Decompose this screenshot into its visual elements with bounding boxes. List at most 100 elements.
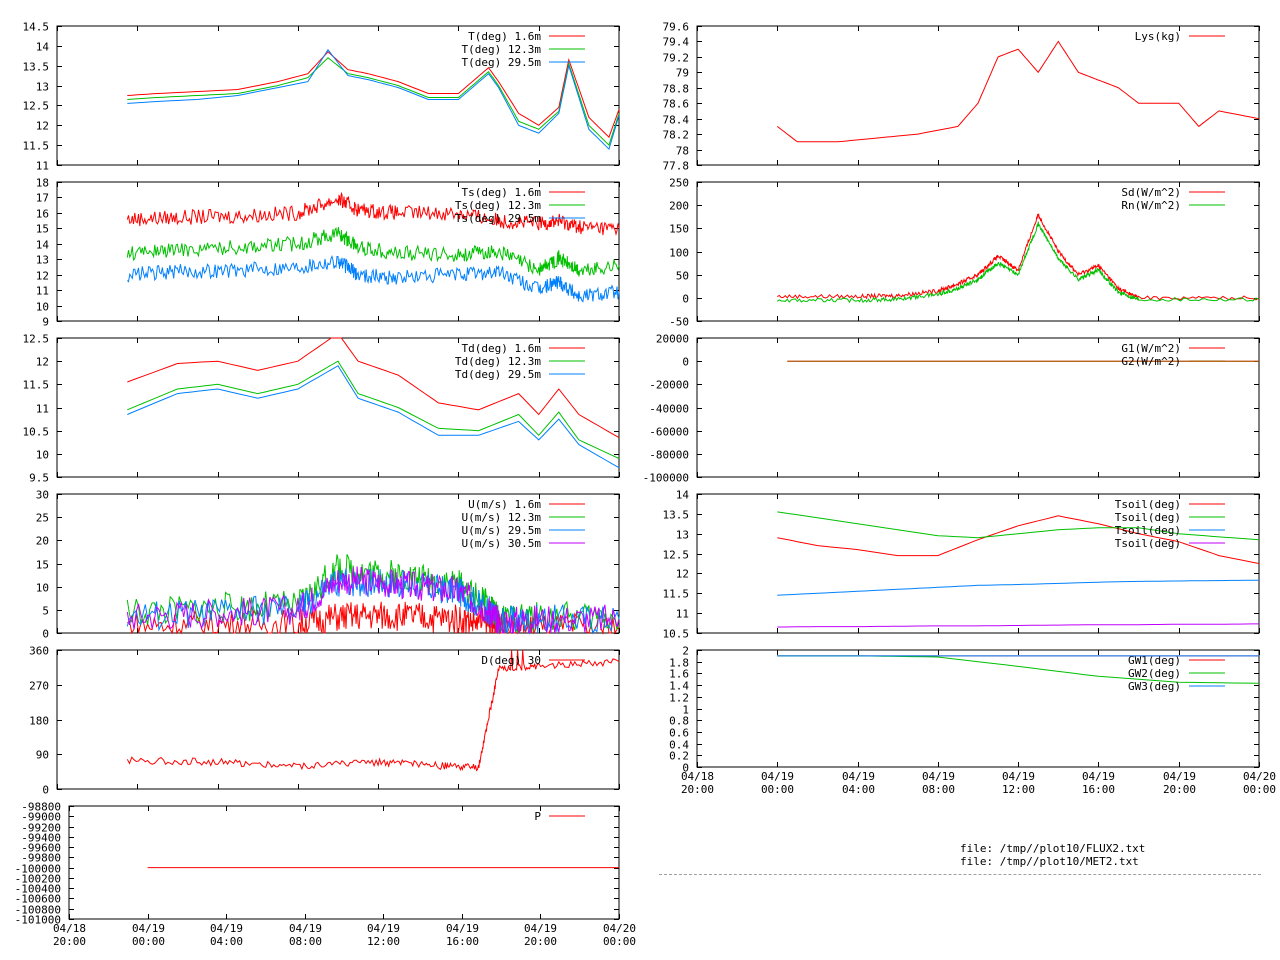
y-tick-label: 11: [36, 160, 49, 173]
x-tick-label: 12:00: [1002, 783, 1035, 796]
legend-label: Ts(deg) 1.6m: [462, 186, 542, 199]
y-tick-label: 0: [42, 628, 49, 641]
panel-tsoil: 10.51111.51212.51313.514Tsoil(deg)Tsoil(…: [663, 489, 1260, 641]
x-tick-label: 04/19: [761, 770, 794, 783]
series-line-tsoil-1: [777, 511, 1260, 541]
panel-p: -101000-100800-100600-100400-100200-1000…: [15, 801, 636, 949]
y-tick-label: 15: [36, 223, 49, 236]
legend-label: T(deg) 1.6m: [468, 30, 541, 43]
series-line-d-0: [126, 649, 620, 772]
x-tick-label: 04/19: [922, 770, 955, 783]
file-list: file: /tmp//plot10/FLUX2.txt file: /tmp//…: [960, 842, 1145, 868]
y-tick-label: 16: [36, 208, 49, 221]
series-line-tsoil-3: [777, 623, 1259, 628]
legend-label: P: [534, 810, 541, 823]
divider: [659, 874, 1261, 875]
series-line-ts-1: [126, 226, 620, 277]
series-line-td-2: [127, 365, 620, 469]
legend-label: G2(W/m^2): [1121, 355, 1181, 368]
series-line-td-1: [127, 360, 620, 459]
y-tick-label: 30: [36, 489, 49, 502]
y-tick-label: 5: [42, 605, 49, 618]
file-line: file: /tmp//plot10/FLUX2.txt: [960, 842, 1146, 855]
y-tick-label: 11.5: [663, 588, 690, 601]
legend-label: GW3(deg): [1128, 680, 1181, 693]
y-tick-label: -100200: [15, 873, 61, 886]
y-tick-label: 150: [669, 223, 689, 236]
y-tick-label: -100400: [15, 883, 61, 896]
y-tick-label: 15: [36, 559, 49, 572]
legend-label: Tsoil(deg): [1115, 498, 1181, 511]
y-tick-label: 10.5: [663, 628, 690, 641]
x-tick-label: 00:00: [132, 935, 165, 948]
x-tick-label: 20:00: [524, 935, 557, 948]
y-tick-label: -40000: [649, 403, 689, 416]
y-tick-label: 10: [36, 582, 49, 595]
legend-label: Tsoil(deg): [1115, 511, 1181, 524]
legend-label: Tsoil(deg): [1115, 537, 1181, 550]
y-tick-label: 13: [36, 254, 49, 267]
series-line-tsoil-2: [777, 579, 1259, 596]
y-tick-label: -100800: [15, 904, 61, 917]
series-line-t-1: [127, 57, 620, 147]
legend-label: T(deg) 12.3m: [462, 43, 542, 56]
y-tick-label: 25: [36, 512, 49, 525]
y-tick-label: 79.6: [663, 21, 690, 34]
y-tick-label: 200: [669, 200, 689, 213]
x-tick-label: 04/19: [132, 922, 165, 935]
legend-label: Rn(W/m^2): [1121, 199, 1181, 212]
legend-label: Tsoil(deg): [1115, 524, 1181, 537]
legend-label: U(m/s) 30.5m: [462, 537, 542, 550]
y-tick-label: 13.5: [23, 61, 50, 74]
legend-label: Ts(deg) 29.5m: [455, 212, 541, 225]
plot-frame: [696, 181, 1260, 322]
x-tick-label: 08:00: [289, 935, 322, 948]
x-tick-label: 04/19: [367, 922, 400, 935]
series-line-ts-2: [126, 254, 620, 303]
x-tick-label: 16:00: [1082, 783, 1115, 796]
y-tick-label: 18: [36, 177, 49, 190]
y-tick-label: 1.6: [669, 668, 689, 681]
y-tick-label: 0: [42, 784, 49, 797]
y-tick-label: -60000: [649, 426, 689, 439]
y-tick-label: 17: [36, 192, 49, 205]
y-tick-label: 2: [682, 645, 689, 658]
y-tick-label: 100: [669, 247, 689, 260]
legend-label: D(deg) 30: [481, 654, 541, 667]
series-line-t-0: [127, 51, 620, 139]
plot-frame: [696, 649, 1260, 768]
y-tick-label: 12: [36, 270, 49, 283]
panel-sd: -50 0 50 100 150 200 250 Sd(W/m^2)Rn(W/m^2): [669, 177, 1260, 329]
y-tick-label: -100000: [643, 472, 689, 485]
y-tick-label: -99400: [21, 832, 61, 845]
panel-g: -100000 -80000 -60000 -40000 -20000 0 20000 G1(…: [643, 333, 1260, 485]
y-tick-label: 12: [676, 568, 689, 581]
y-tick-label: 50: [676, 270, 689, 283]
x-tick-label: 04/20: [1243, 770, 1276, 783]
y-tick-label: 270: [29, 680, 49, 693]
x-tick-label: 04:00: [842, 783, 875, 796]
y-tick-label: 10: [36, 301, 49, 314]
legend-label: Sd(W/m^2): [1121, 186, 1181, 199]
y-tick-label: 12.5: [663, 549, 690, 562]
plot-frame: [696, 337, 1260, 478]
y-tick-label: -20000: [649, 379, 689, 392]
plot-frame: [56, 25, 620, 166]
x-tick-label: 04:00: [210, 935, 243, 948]
y-tick-label: 78.8: [663, 83, 690, 96]
plot-frame: [56, 649, 620, 790]
x-tick-label: 00:00: [603, 935, 636, 948]
x-tick-label: 08:00: [922, 783, 955, 796]
plot-frame: [68, 805, 620, 920]
x-tick-label: 00:00: [1243, 783, 1276, 796]
y-tick-label: 11: [36, 403, 49, 416]
y-tick-label: 79: [676, 67, 689, 80]
legend-label: Td(deg) 12.3m: [455, 355, 541, 368]
x-tick-label: 04/19: [210, 922, 243, 935]
y-tick-label: 0.2: [669, 750, 689, 763]
y-tick-label: -100600: [15, 893, 61, 906]
x-tick-label: 20:00: [53, 935, 86, 948]
